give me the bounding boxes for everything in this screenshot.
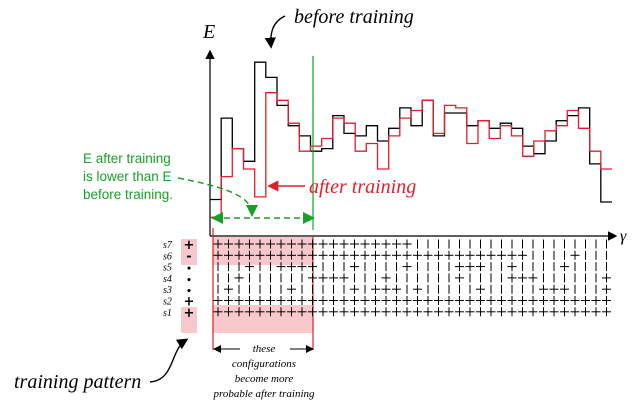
green-note-line3: before training. <box>83 187 173 202</box>
training-pattern-sign: + <box>184 238 195 253</box>
configs-line3: become more <box>235 373 294 385</box>
row-label: s6 <box>163 251 172 262</box>
row-label: s4 <box>163 274 172 285</box>
training-pattern-sign: - <box>186 249 191 264</box>
training-pattern-highlight-bottom <box>181 307 197 333</box>
configs-line4: probable after training <box>212 388 315 400</box>
training-pattern-highlight-top <box>181 239 197 265</box>
row-label: s2 <box>163 297 172 308</box>
training-pattern-label: training pattern <box>14 371 141 393</box>
row-label: s7 <box>163 240 173 251</box>
before-training-arrow <box>264 15 286 49</box>
training-pattern-sign: • <box>186 287 192 297</box>
before-training-label: before training <box>294 6 414 28</box>
configs-line1: these <box>253 343 276 355</box>
highlight-band-top <box>213 237 313 265</box>
green-note-line1: E after training <box>83 151 171 166</box>
row-label: s1 <box>163 308 172 319</box>
green-note-arrow <box>177 177 258 217</box>
row-label: s5 <box>163 263 172 274</box>
energy-axis-label: E <box>202 21 215 43</box>
training-pattern-sign: + <box>184 295 195 310</box>
green-note-line2: is lower than E <box>83 169 172 184</box>
highlight-band-bottom <box>213 305 313 333</box>
gamma-axis-label: γ <box>620 228 627 245</box>
training-pattern-column: +-•••++ <box>184 238 195 321</box>
training-pattern-sign: + <box>184 306 195 321</box>
training-pattern-sign: • <box>186 276 192 286</box>
training-pattern-arrow <box>149 338 189 383</box>
configuration-grid <box>213 239 611 317</box>
series-after-training <box>210 92 612 218</box>
after-training-label: after training <box>309 176 416 198</box>
row-label: s3 <box>163 285 172 296</box>
configs-line2: configurations <box>232 358 296 370</box>
training-pattern-sign: • <box>186 265 192 275</box>
